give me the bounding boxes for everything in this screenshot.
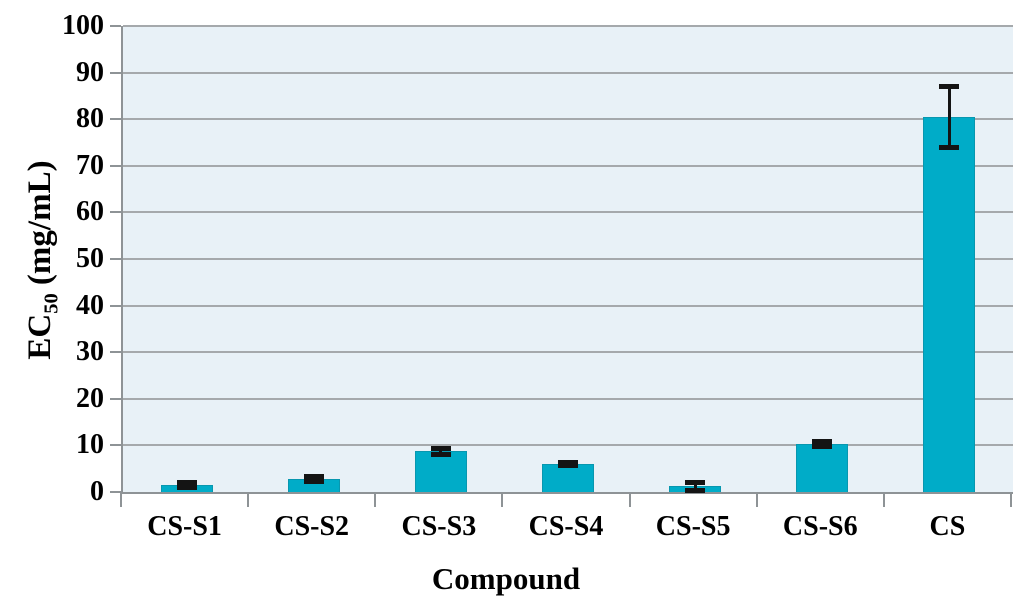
y-tick-label: 20: [76, 382, 104, 414]
gridline: [123, 164, 1013, 167]
y-tick-label: 80: [76, 103, 104, 135]
x-tick-label: CS-S4: [528, 511, 604, 542]
x-axis-title: Compound: [431, 561, 581, 596]
gridline: [123, 25, 1013, 27]
y-tick-mark: [110, 164, 121, 167]
y-tick-label: 10: [76, 429, 104, 461]
x-boundary-tick: [501, 492, 504, 507]
x-tick-label: CS: [929, 511, 966, 542]
error-bar-cap-bottom: [685, 488, 706, 494]
x-tick-label: CS-S6: [782, 511, 858, 542]
error-bar-cap-bottom: [303, 478, 324, 484]
bar: [542, 464, 594, 492]
y-tick-mark: [110, 71, 121, 74]
error-bar-cap-bottom: [430, 451, 451, 457]
plot-area: [121, 25, 1013, 494]
x-tick-label: CS-S2: [274, 511, 350, 542]
x-boundary-tick: [628, 492, 631, 507]
x-boundary-tick: [120, 492, 122, 507]
error-bar-cap-bottom: [812, 443, 833, 449]
error-bar-cap-top: [430, 446, 451, 452]
x-boundary-tick: [247, 492, 250, 507]
error-bar-line: [947, 86, 951, 148]
error-bar-cap-top: [812, 439, 833, 445]
y-tick-mark: [110, 118, 121, 121]
gridline: [123, 118, 1013, 121]
error-bar-cap-top: [558, 460, 578, 466]
error-bar-cap-top: [685, 479, 706, 485]
y-tick-label: 0: [90, 476, 104, 507]
gridline: [123, 444, 1013, 447]
y-tick-label: 40: [76, 289, 104, 321]
gridline: [123, 211, 1013, 214]
x-boundary-tick: [882, 492, 885, 507]
gridline: [123, 71, 1013, 74]
y-tick-label: 30: [76, 336, 104, 368]
y-tick-mark: [110, 397, 121, 400]
y-tick-mark: [110, 25, 121, 27]
x-boundary-tick: [755, 492, 758, 507]
y-tick-mark: [110, 351, 121, 354]
bar: [414, 451, 467, 492]
error-bar-cap-bottom: [176, 484, 197, 490]
error-bar-line: [439, 448, 443, 455]
x-boundary-tick: [374, 492, 377, 507]
error-bar-cap-top: [939, 84, 960, 90]
gridline: [123, 397, 1013, 400]
y-tick-mark: [110, 258, 121, 260]
x-tick-label: CS-S1: [147, 511, 222, 542]
x-tick-label: CS-S3: [401, 511, 477, 542]
y-tick-mark: [110, 304, 121, 307]
error-bar-cap-bottom: [939, 144, 960, 150]
y-tick-label: 100: [62, 10, 104, 41]
error-bar-line: [693, 482, 697, 491]
y-tick-label: 60: [76, 196, 104, 228]
gridline: [123, 351, 1013, 354]
y-tick-mark: [110, 491, 121, 493]
error-bar-cap-top: [303, 474, 324, 480]
y-tick-mark: [110, 211, 121, 214]
error-bar-cap-bottom: [558, 462, 578, 468]
y-tick-label: 50: [76, 243, 104, 274]
bar: [796, 444, 849, 492]
y-tick-label: 70: [76, 149, 104, 181]
error-bar-cap-top: [176, 480, 197, 486]
gridline: [123, 304, 1013, 307]
y-tick-mark: [110, 444, 121, 447]
gridline: [123, 258, 1013, 260]
bar: [923, 116, 976, 492]
x-boundary-tick: [1010, 492, 1012, 507]
x-tick-label: CS-S5: [655, 511, 731, 542]
y-tick-label: 90: [76, 56, 104, 88]
